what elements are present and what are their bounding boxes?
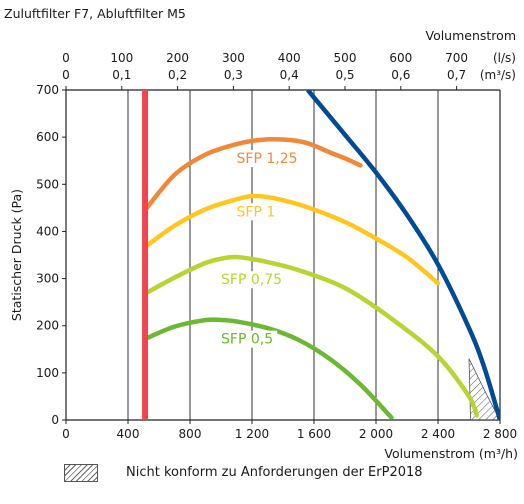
series-label-bg [218,271,285,289]
series-label-bg [233,150,301,168]
y-tick-label: 200 [36,319,59,333]
series-line-1 [142,193,441,286]
top-ls-tick-label: 500 [334,51,357,65]
y-tick-label: 100 [36,366,59,380]
top-axis-title: Volumenstrom [425,28,516,43]
top-m3s-tick-label: 0,6 [391,68,410,82]
x-tick-label: 1 600 [297,427,331,441]
top-m3s-unit: (m³/s) [480,68,516,82]
top-m3s-tick-label: 0,4 [280,68,299,82]
series-label-0: SFP 1,25 [237,151,298,167]
top-ls-tick-label: 300 [222,51,245,65]
chart-subtitle: Zuluftfilter F7, Abluftfilter M5 [4,6,186,21]
y-tick-label: 600 [36,130,59,144]
y-tick-label: 700 [36,83,59,97]
top-ls-tick-label: 100 [110,51,133,65]
top-m3s-tick-label: 0 [62,68,70,82]
series-label-bg [218,330,278,348]
series-line-2 [142,254,479,418]
x-tick-label: 2 000 [359,427,393,441]
top-m3s-tick-label: 0,7 [447,68,466,82]
y-tick-label: 400 [36,224,59,238]
y-tick-label: 300 [36,272,59,286]
x-axis-label: Volumenstrom (m³/h) [384,446,518,461]
x-tick-label: 0 [62,427,70,441]
top-ls-tick-label: 0 [62,51,70,65]
top-ls-tick-label: 400 [278,51,301,65]
x-tick-label: 2 800 [483,427,517,441]
series-label-1: SFP 1 [237,204,276,220]
top-m3s-tick-label: 0,3 [224,68,243,82]
x-tick-label: 2 400 [421,427,455,441]
top-m3s-tick-label: 0,1 [112,68,131,82]
series-label-2: SFP 0,75 [221,272,282,288]
x-tick-label: 400 [117,427,140,441]
series-label-3: SFP 0,5 [221,332,273,348]
top-ls-tick-label: 200 [166,51,189,65]
y-tick-label: 0 [51,413,59,427]
max-flow-curve [306,90,500,420]
top-m3s-tick-label: 0,5 [335,68,354,82]
legend-label: Nicht konform zu Anforderungen der ErP20… [126,465,423,480]
top-m3s-tick-label: 0,2 [168,68,187,82]
top-ls-tick-label: 600 [389,51,412,65]
legend: Nicht konform zu Anforderungen der ErP20… [64,462,504,492]
y-axis-label: Statischer Druck (Pa) [9,189,24,321]
legend-hatch-swatch [64,464,98,482]
series-line-3 [142,317,394,420]
x-tick-label: 800 [179,427,202,441]
grid-lines [127,90,439,420]
top-ls-tick-label: 700 [445,51,468,65]
series-label-bg [233,203,278,221]
series-line-0 [142,136,363,213]
x-tick-label: 1 200 [235,427,269,441]
y-tick-label: 500 [36,177,59,191]
top-ls-unit: (l/s) [493,51,516,65]
